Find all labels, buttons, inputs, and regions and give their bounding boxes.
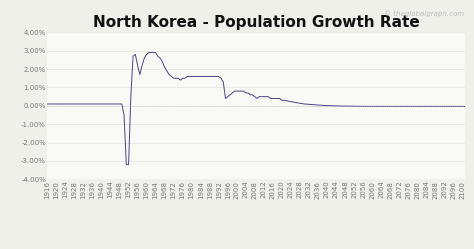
Text: © theglobalgraph.com: © theglobalgraph.com xyxy=(384,10,465,17)
Title: North Korea - Population Growth Rate: North Korea - Population Growth Rate xyxy=(92,15,419,30)
